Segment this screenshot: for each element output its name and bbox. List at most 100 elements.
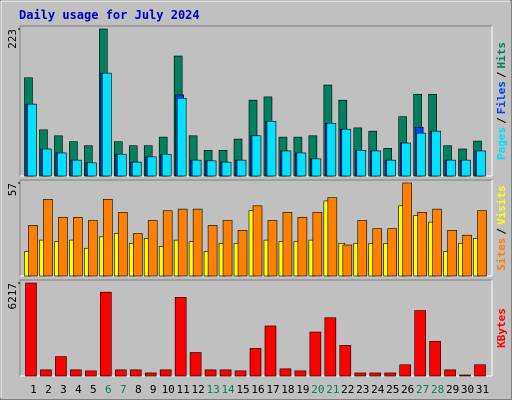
x-tick-label: 26 (401, 383, 414, 396)
x-tick-label: 9 (150, 383, 157, 396)
x-tick-label: 5 (90, 383, 97, 396)
y-tick-label: 223 (6, 29, 19, 49)
bar (206, 160, 217, 177)
bar (219, 369, 232, 377)
bar (267, 220, 278, 277)
bar (222, 220, 233, 277)
bar (42, 148, 52, 177)
bar (354, 372, 367, 377)
x-tick-label: 15 (236, 383, 249, 396)
legend-entry: KBytes (495, 308, 508, 348)
bar (297, 216, 308, 277)
bar (402, 182, 412, 277)
bar (144, 372, 157, 377)
bar (459, 374, 471, 377)
bar (357, 220, 368, 277)
legend-entry: Hits (495, 42, 508, 69)
bar (474, 364, 486, 377)
bar (416, 132, 426, 177)
legend: Sites / Visits (495, 185, 508, 271)
x-tick-label: 8 (135, 383, 142, 396)
x-tick-label: 11 (177, 383, 190, 396)
x-tick-label: 3 (60, 383, 67, 396)
bar (177, 208, 188, 277)
x-tick-label: 25 (386, 383, 399, 396)
bar (161, 153, 172, 177)
bar (43, 199, 53, 277)
bar (294, 370, 307, 377)
bar (57, 152, 67, 177)
bar (249, 348, 262, 377)
bar (369, 372, 382, 377)
x-tick-label: 12 (192, 383, 205, 396)
x-tick-label: 20 (311, 383, 324, 396)
bar (73, 216, 83, 277)
x-tick-label: 4 (75, 383, 82, 396)
bar (87, 162, 97, 177)
bar (432, 208, 442, 277)
bar (146, 156, 157, 177)
bar (252, 205, 263, 277)
bar (117, 212, 128, 277)
x-tick-label: 21 (326, 383, 339, 396)
bar (236, 159, 247, 177)
bar (462, 234, 472, 277)
bar (429, 340, 441, 377)
bar (114, 369, 127, 377)
bar (70, 369, 82, 377)
bar (85, 370, 97, 377)
bar (129, 369, 142, 377)
bar (431, 130, 441, 177)
bar (162, 210, 173, 277)
bar (264, 325, 277, 377)
x-tick-label: 28 (431, 383, 444, 396)
bar (384, 372, 397, 377)
legend-separator: / (495, 71, 508, 78)
bar (192, 208, 203, 277)
x-tick-label: 17 (266, 383, 279, 396)
x-tick-label: 2 (45, 383, 52, 396)
bar (132, 233, 143, 277)
x-tick-label: 23 (356, 383, 369, 396)
x-tick-label: 27 (416, 383, 429, 396)
bar (55, 356, 67, 377)
bar (131, 161, 142, 177)
x-tick-label: 22 (341, 383, 354, 396)
x-tick-label: 18 (281, 383, 294, 396)
legend-entry: Pages (495, 127, 508, 160)
bar (417, 212, 427, 277)
bar (476, 150, 486, 177)
bar (327, 197, 338, 277)
bar (372, 228, 383, 277)
y-tick-label: 57 (6, 183, 19, 196)
bar (174, 297, 187, 377)
legend: KBytes (495, 308, 508, 348)
legend-separator: / (495, 117, 508, 124)
bar (266, 120, 277, 177)
legend-separator: / (495, 228, 508, 235)
bar (72, 159, 82, 177)
bar (386, 159, 397, 177)
bar (312, 212, 323, 277)
bar (341, 128, 352, 177)
x-tick-label: 14 (221, 383, 235, 396)
bar (58, 216, 68, 277)
bar (28, 225, 38, 277)
x-tick-label: 19 (296, 383, 309, 396)
y-tick-label: 6217 (6, 283, 19, 310)
bar (444, 369, 456, 377)
bar (103, 199, 113, 277)
bar (296, 152, 307, 177)
bar (446, 159, 456, 177)
bar (414, 310, 426, 377)
bar (339, 345, 352, 377)
bar (40, 369, 52, 377)
bar (309, 331, 322, 377)
bar (251, 135, 262, 177)
bar (356, 149, 367, 177)
bar (189, 352, 202, 377)
x-tick-label: 7 (120, 383, 127, 396)
bar (342, 244, 353, 277)
legend-entry: Files (495, 81, 508, 114)
